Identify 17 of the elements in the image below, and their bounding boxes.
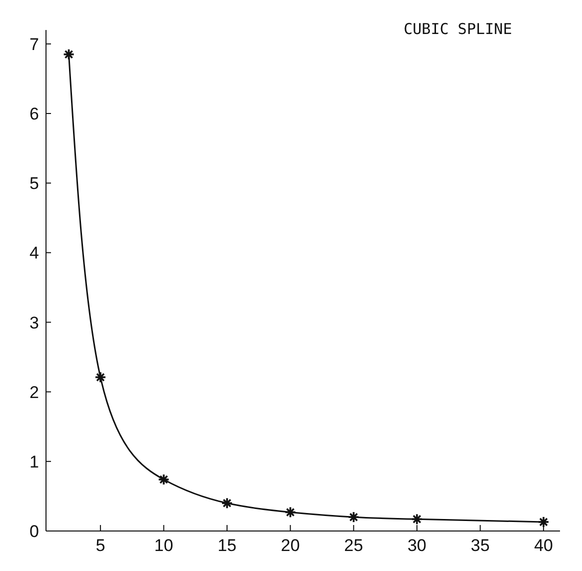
x-tick-label: 40 — [534, 536, 554, 556]
x-tick-label: 15 — [218, 536, 236, 556]
y-tick-label: 3 — [30, 313, 39, 332]
x-tick-label: 5 — [96, 536, 106, 556]
x-tick-label: 20 — [280, 536, 300, 556]
x-tick-label: 25 — [344, 536, 364, 556]
y-tick-label: 6 — [30, 104, 39, 124]
x-tick-label: 30 — [407, 536, 426, 556]
y-tick-label: 2 — [30, 382, 39, 402]
y-tick-label: 4 — [30, 244, 39, 263]
y-tick-label: 1 — [30, 452, 39, 472]
x-tick-label: 35 — [470, 536, 490, 556]
y-tick-label: 5 — [30, 174, 39, 194]
chart-title: CUBIC SPLINE — [404, 20, 512, 38]
x-tick-label: 10 — [154, 536, 174, 556]
y-tick-label: 7 — [30, 34, 39, 54]
y-tick-label: 0 — [30, 522, 39, 542]
